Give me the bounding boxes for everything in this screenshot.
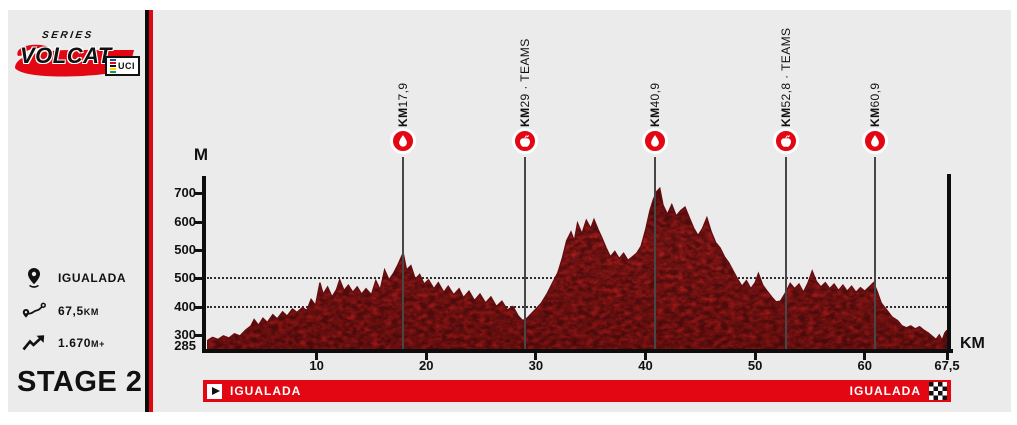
route-finish-label: IGUALADA bbox=[850, 384, 921, 398]
y-axis-base-label: 285 bbox=[162, 339, 196, 352]
route-start-finish-bar: IGUALADA IGUALADA bbox=[203, 380, 951, 402]
volcat-series-logo: SERIES VOLCAT UCI bbox=[12, 30, 142, 96]
apple-marker bbox=[773, 128, 799, 154]
y-axis-tick-label: 500 bbox=[162, 271, 196, 284]
stat-unit: M+ bbox=[91, 339, 105, 349]
location-pin-icon bbox=[22, 267, 46, 289]
marker-line-km40.9 bbox=[654, 157, 656, 349]
marker-line-km29 bbox=[524, 157, 526, 349]
x-axis-tick-label: 67,5 bbox=[925, 358, 969, 373]
water-drop-icon bbox=[868, 134, 882, 148]
apple-icon bbox=[779, 134, 793, 148]
apple-marker bbox=[512, 128, 538, 154]
marker-line-km52.8 bbox=[785, 157, 787, 349]
marker-label-text: KM17,9 bbox=[396, 83, 410, 127]
route-start-label: IGUALADA bbox=[230, 384, 301, 398]
uci-badge-text: UCI bbox=[118, 61, 135, 71]
divider-red-line bbox=[149, 10, 153, 412]
x-axis-tick-label: 30 bbox=[514, 358, 558, 373]
x-axis-tick-label: 10 bbox=[295, 358, 339, 373]
start-flag-square bbox=[207, 384, 222, 399]
stage-title: STAGE 2 bbox=[17, 366, 142, 399]
marker-line-km17.9 bbox=[402, 157, 404, 349]
stat-row-route-distance: 67,5KM bbox=[22, 300, 99, 322]
checkered-flag-icon bbox=[929, 382, 947, 400]
elevation-profile-area bbox=[207, 175, 947, 349]
x-axis-tick-label: 20 bbox=[404, 358, 448, 373]
stat-value: IGUALADA bbox=[58, 271, 126, 285]
x-axis-tick-label: 40 bbox=[624, 358, 668, 373]
y-axis-tick-label: 500 bbox=[162, 243, 196, 256]
stat-value: 1.670M+ bbox=[58, 336, 105, 350]
x-axis-tick-label: 50 bbox=[733, 358, 777, 373]
y-axis-unit-label: M bbox=[186, 145, 216, 165]
water-drop-icon bbox=[648, 134, 662, 148]
play-icon bbox=[212, 387, 220, 395]
y-axis-tick-label: 400 bbox=[162, 300, 196, 313]
x-axis-tick-label: 60 bbox=[843, 358, 887, 373]
elevation-profile-svg bbox=[207, 175, 947, 349]
x-axis-unit-label: KM bbox=[960, 335, 985, 353]
stat-row-elevation-gain: 1.670M+ bbox=[22, 332, 105, 354]
chart-right-border bbox=[947, 174, 951, 353]
route-distance-icon bbox=[22, 300, 46, 322]
marker-label-text: KM52,8 · TEAMS bbox=[779, 28, 793, 127]
stat-row-location-pin: IGUALADA bbox=[22, 267, 126, 289]
marker-label-text: KM40,9 bbox=[648, 83, 662, 127]
uci-rainbow-stripes-icon bbox=[110, 59, 116, 73]
stat-unit: KM bbox=[84, 307, 99, 317]
stat-value: 67,5KM bbox=[58, 304, 99, 318]
uci-badge: UCI bbox=[105, 56, 140, 76]
marker-label-text: KM60,9 bbox=[868, 83, 882, 127]
water-drop-marker bbox=[862, 128, 888, 154]
marker-label-text: KM29 · TEAMS bbox=[518, 38, 532, 127]
y-axis-tick-label: 600 bbox=[162, 215, 196, 228]
logo-volcat-text: VOLCAT bbox=[20, 43, 112, 69]
water-drop-icon bbox=[396, 134, 410, 148]
y-axis-line bbox=[202, 176, 206, 353]
marker-line-km60.9 bbox=[874, 157, 876, 349]
y-axis-tick-label: 700 bbox=[162, 186, 196, 199]
apple-icon bbox=[518, 134, 532, 148]
elevation-gain-icon bbox=[22, 332, 46, 354]
